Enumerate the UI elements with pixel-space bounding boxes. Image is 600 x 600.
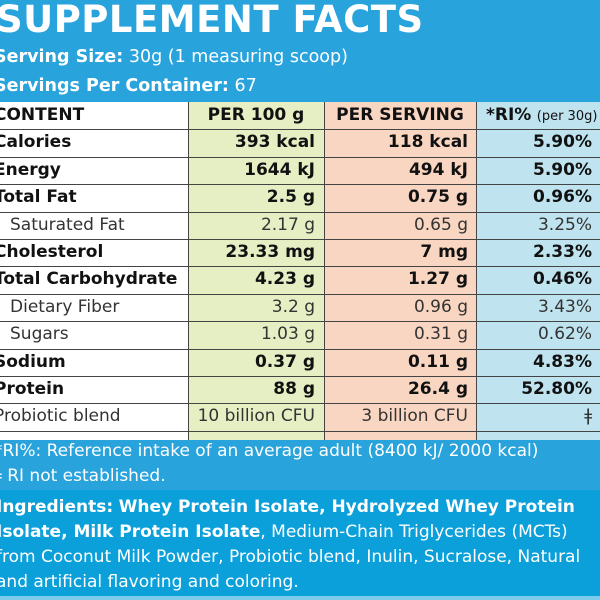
- table-row: Cholesterol 23.33 mg 7 mg 2.33%: [0, 239, 600, 266]
- table-row: Sodium 0.37 g 0.11 g 4.83%: [0, 349, 600, 376]
- table-row: Saturated Fat 2.17 g 0.65 g 3.25%: [0, 212, 600, 239]
- row-name: Probiotic blend: [0, 406, 121, 427]
- row-per100: 393 kcal: [234, 132, 315, 153]
- table-row: Dietary Fiber 3.2 g 0.96 g 3.43%: [0, 294, 600, 321]
- row-ri: 0.96%: [533, 187, 592, 208]
- row-divider: [0, 266, 600, 268]
- row-per100: 1644 kJ: [244, 159, 315, 180]
- row-name: Sodium: [0, 351, 66, 372]
- header-per100: PER 100 g: [207, 105, 305, 125]
- per-serving-column-bg: [324, 102, 476, 440]
- row-name: Total Fat: [0, 187, 77, 208]
- row-name: Protein: [0, 379, 65, 399]
- row-divider: [0, 156, 600, 158]
- row-name: Sugars: [10, 324, 69, 345]
- table-row: Calories 393 kcal 118 kcal 5.90%: [0, 129, 600, 156]
- row-ri: ǂ: [584, 406, 592, 427]
- table-row: Total Fat 2.5 g 0.75 g 0.96%: [0, 184, 600, 211]
- ri-footnote: *RI%: Reference intake of an average adu…: [0, 441, 539, 461]
- divider-v1: [188, 102, 189, 440]
- row-per-serving: 0.11 g: [407, 351, 468, 372]
- table-row: Total Carbohydrate 4.23 g 1.27 g 0.46%: [0, 266, 600, 293]
- row-name: Energy: [0, 159, 61, 180]
- row-per-serving: 118 kcal: [387, 132, 468, 153]
- row-divider: [0, 430, 600, 432]
- row-divider: [0, 184, 600, 186]
- row-ri: 3.43%: [537, 296, 592, 317]
- row-per100: 10 billion CFU: [197, 406, 315, 427]
- row-per100: 4.23 g: [254, 269, 315, 290]
- table-row: Protein 88 g 26.4 g 52.80%: [0, 376, 600, 403]
- row-per100: 1.03 g: [260, 324, 315, 345]
- servings-per-container: Servings Per Container: 67: [0, 76, 257, 96]
- table-row: Sugars 1.03 g 0.31 g 0.62%: [0, 321, 600, 348]
- serving-size: Serving Size: 30g (1 measuring scoop): [0, 47, 348, 67]
- row-per-serving: 494 kJ: [408, 159, 468, 180]
- row-ri: 5.90%: [533, 132, 592, 153]
- row-per100: 0.37 g: [254, 351, 315, 372]
- ri-column-bg: [476, 102, 600, 440]
- serving-size-value: 30g (1 measuring scoop): [128, 47, 348, 67]
- row-divider: [0, 293, 600, 295]
- row-per-serving: 26.4 g: [407, 379, 468, 399]
- row-divider: [0, 403, 600, 405]
- row-per-serving: 3 billion CFU: [361, 406, 468, 427]
- divider-v3: [476, 102, 477, 440]
- row-ri: 2.33%: [533, 242, 592, 262]
- page-title: SUPPLEMENT FACTS: [0, 0, 424, 41]
- row-name: Dietary Fiber: [10, 296, 120, 317]
- row-per-serving: 0.31 g: [413, 324, 468, 345]
- nutrition-table: CONTENT PER 100 g PER SERVING *RI% (per …: [0, 102, 600, 440]
- row-per100: 2.17 g: [260, 214, 315, 235]
- row-divider: [0, 239, 600, 240]
- bottom-border: [0, 596, 600, 600]
- ingredients-label: Ingredients:: [0, 497, 114, 517]
- row-per-serving: 0.75 g: [407, 187, 468, 208]
- row-per100: 2.5 g: [266, 187, 315, 208]
- row-ri: 5.90%: [533, 159, 592, 180]
- row-divider: [0, 211, 600, 213]
- row-name: Calories: [0, 132, 72, 153]
- ingredients-box: [0, 490, 600, 596]
- row-ri: 52.80%: [521, 379, 592, 399]
- per100-column-bg: [188, 102, 324, 440]
- row-ri: 0.46%: [533, 269, 592, 290]
- row-per-serving: 0.96 g: [413, 296, 468, 317]
- ingredients-bold-items: Whey Protein Isolate, Hydrolyzed Whey Pr…: [0, 497, 575, 542]
- ingredients-text: Ingredients: Whey Protein Isolate, Hydro…: [0, 495, 596, 595]
- table-row: Probiotic blend 10 billion CFU 3 billion C…: [0, 403, 600, 430]
- row-per-serving: 0.65 g: [413, 214, 468, 235]
- table-row: Energy 1644 kJ 494 kJ 5.90%: [0, 157, 600, 184]
- row-divider: [0, 129, 600, 131]
- row-per100: 3.2 g: [271, 296, 315, 317]
- row-ri: 0.62%: [537, 324, 592, 345]
- header-content: CONTENT: [0, 105, 85, 125]
- divider-v2: [324, 102, 325, 440]
- row-divider: [0, 348, 600, 350]
- row-divider: [0, 376, 600, 377]
- row-per-serving: 1.27 g: [407, 269, 468, 290]
- header-per-serving: PER SERVING: [336, 105, 464, 125]
- row-name: Saturated Fat: [10, 214, 125, 235]
- ingredients-rest: , Medium-Chain Triglycerides (MCTs) from…: [0, 522, 581, 592]
- row-per-serving: 7 mg: [420, 242, 468, 262]
- row-per100: 23.33 mg: [225, 242, 315, 262]
- servings-per-container-value: 67: [234, 76, 257, 96]
- serving-size-label: Serving Size:: [0, 47, 124, 67]
- row-ri: 3.25%: [537, 214, 592, 235]
- ri-not-established-footnote: ǂ RI not established.: [0, 466, 166, 486]
- row-name: Cholesterol: [0, 242, 104, 262]
- row-per100: 88 g: [273, 379, 315, 399]
- header-ri: *RI% (per 30g): [486, 105, 598, 125]
- servings-per-container-label: Servings Per Container:: [0, 76, 229, 96]
- row-divider: [0, 321, 600, 323]
- row-name: Total Carbohydrate: [0, 269, 178, 290]
- row-ri: 4.83%: [533, 351, 592, 372]
